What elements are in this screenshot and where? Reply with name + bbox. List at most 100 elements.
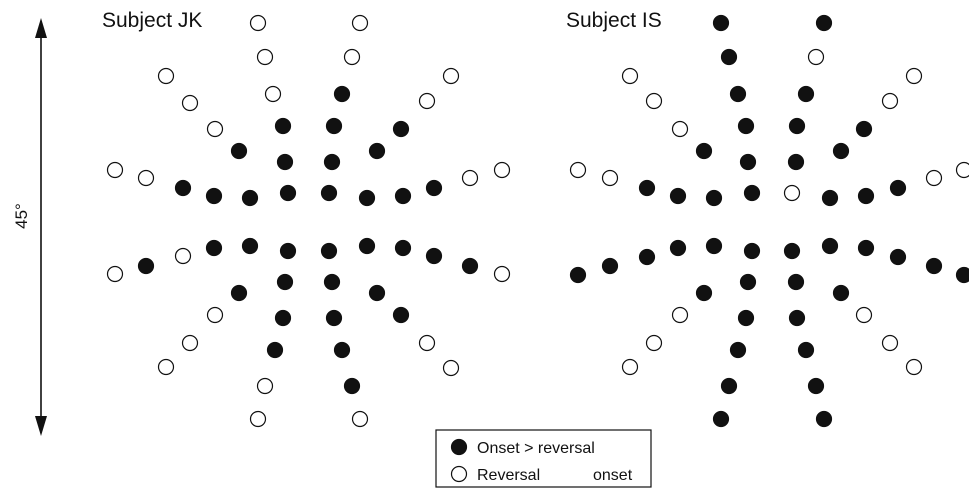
- filled-point-is-42: [739, 273, 757, 291]
- open-point-jk-54: [157, 358, 175, 376]
- filled-point-jk-31: [137, 257, 155, 275]
- open-point-jk-6: [181, 94, 199, 112]
- filled-point-jk-52: [266, 341, 284, 359]
- filled-point-jk-53: [333, 341, 351, 359]
- filled-point-jk-35: [279, 242, 297, 260]
- filled-point-is-44: [695, 284, 713, 302]
- open-point-jk-41: [493, 265, 511, 283]
- filled-point-is-56: [720, 377, 738, 395]
- open-point-jk-19: [137, 169, 155, 187]
- filled-point-is-2: [720, 48, 738, 66]
- open-point-is-50: [645, 334, 663, 352]
- filled-point-jk-39: [425, 247, 443, 265]
- open-point-jk-10: [206, 120, 224, 138]
- filled-point-jk-47: [325, 309, 343, 327]
- open-point-jk-1: [351, 14, 369, 32]
- open-point-jk-4: [157, 67, 175, 85]
- filled-point-jk-12: [325, 117, 343, 135]
- filled-point-jk-27: [425, 179, 443, 197]
- filled-point-is-27: [889, 179, 907, 197]
- scale-arrow-top-head: [35, 18, 47, 38]
- filled-point-is-37: [821, 237, 839, 255]
- filled-point-is-53: [797, 341, 815, 359]
- scale-label: 45°: [12, 203, 31, 229]
- open-point-is-18: [569, 161, 587, 179]
- filled-point-is-23: [743, 184, 761, 202]
- filled-point-is-32: [638, 248, 656, 266]
- filled-point-jk-21: [205, 187, 223, 205]
- filled-point-is-11: [737, 117, 755, 135]
- open-point-is-54: [621, 358, 639, 376]
- filled-point-is-47: [788, 309, 806, 327]
- filled-point-jk-24: [320, 184, 338, 202]
- filled-point-jk-33: [205, 239, 223, 257]
- filled-point-is-46: [737, 309, 755, 327]
- filled-point-jk-40: [461, 257, 479, 275]
- filled-point-is-52: [729, 341, 747, 359]
- filled-point-is-41: [955, 266, 969, 284]
- open-point-jk-9: [418, 92, 436, 110]
- open-point-is-19: [601, 169, 619, 187]
- open-point-jk-5: [442, 67, 460, 85]
- legend-open-marker: [450, 465, 468, 483]
- filled-point-jk-20: [174, 179, 192, 197]
- filled-point-is-22: [705, 189, 723, 207]
- open-point-jk-56: [256, 377, 274, 395]
- filled-point-is-13: [855, 120, 873, 138]
- open-point-is-9: [881, 92, 899, 110]
- filled-point-is-57: [807, 377, 825, 395]
- open-point-jk-3: [343, 48, 361, 66]
- legend-open-label: Reversal: [477, 467, 540, 484]
- filled-point-jk-34: [241, 237, 259, 255]
- scale-indicator: 45°: [12, 18, 47, 436]
- open-point-is-29: [955, 161, 969, 179]
- open-point-is-24: [783, 184, 801, 202]
- filled-point-is-43: [787, 273, 805, 291]
- filled-point-jk-16: [323, 153, 341, 171]
- filled-point-is-21: [669, 187, 687, 205]
- scatter-panel-is: [569, 14, 969, 428]
- legend-box: [435, 429, 652, 488]
- filled-point-is-25: [821, 189, 839, 207]
- filled-point-is-35: [743, 242, 761, 260]
- filled-point-is-26: [857, 187, 875, 205]
- open-point-is-4: [621, 67, 639, 85]
- filled-point-jk-15: [276, 153, 294, 171]
- filled-point-jk-22: [241, 189, 259, 207]
- filled-point-jk-46: [274, 309, 292, 327]
- open-point-jk-32: [174, 247, 192, 265]
- filled-point-jk-8: [333, 85, 351, 103]
- filled-point-is-17: [832, 142, 850, 160]
- open-point-is-5: [905, 67, 923, 85]
- open-point-jk-2: [256, 48, 274, 66]
- filled-point-jk-38: [394, 239, 412, 257]
- open-point-jk-29: [493, 161, 511, 179]
- filled-point-jk-45: [368, 284, 386, 302]
- legend-filled-marker: [450, 438, 468, 456]
- filled-point-is-38: [857, 239, 875, 257]
- open-point-jk-0: [249, 14, 267, 32]
- filled-point-jk-25: [358, 189, 376, 207]
- filled-point-jk-37: [358, 237, 376, 255]
- open-point-is-48: [671, 306, 689, 324]
- filled-point-is-14: [695, 142, 713, 160]
- filled-point-jk-13: [392, 120, 410, 138]
- scale-arrow-bottom-head: [35, 416, 47, 436]
- filled-point-is-59: [815, 410, 833, 428]
- filled-point-jk-43: [323, 273, 341, 291]
- filled-point-jk-44: [230, 284, 248, 302]
- legend-open-label-suffix: onset: [593, 467, 633, 484]
- filled-point-jk-11: [274, 117, 292, 135]
- open-point-jk-59: [351, 410, 369, 428]
- filled-point-jk-49: [392, 306, 410, 324]
- open-point-jk-55: [442, 359, 460, 377]
- filled-point-is-16: [787, 153, 805, 171]
- open-point-is-28: [925, 169, 943, 187]
- filled-point-jk-36: [320, 242, 338, 260]
- open-point-is-51: [881, 334, 899, 352]
- filled-point-is-31: [601, 257, 619, 275]
- filled-point-jk-14: [230, 142, 248, 160]
- open-point-is-49: [855, 306, 873, 324]
- open-point-jk-7: [264, 85, 282, 103]
